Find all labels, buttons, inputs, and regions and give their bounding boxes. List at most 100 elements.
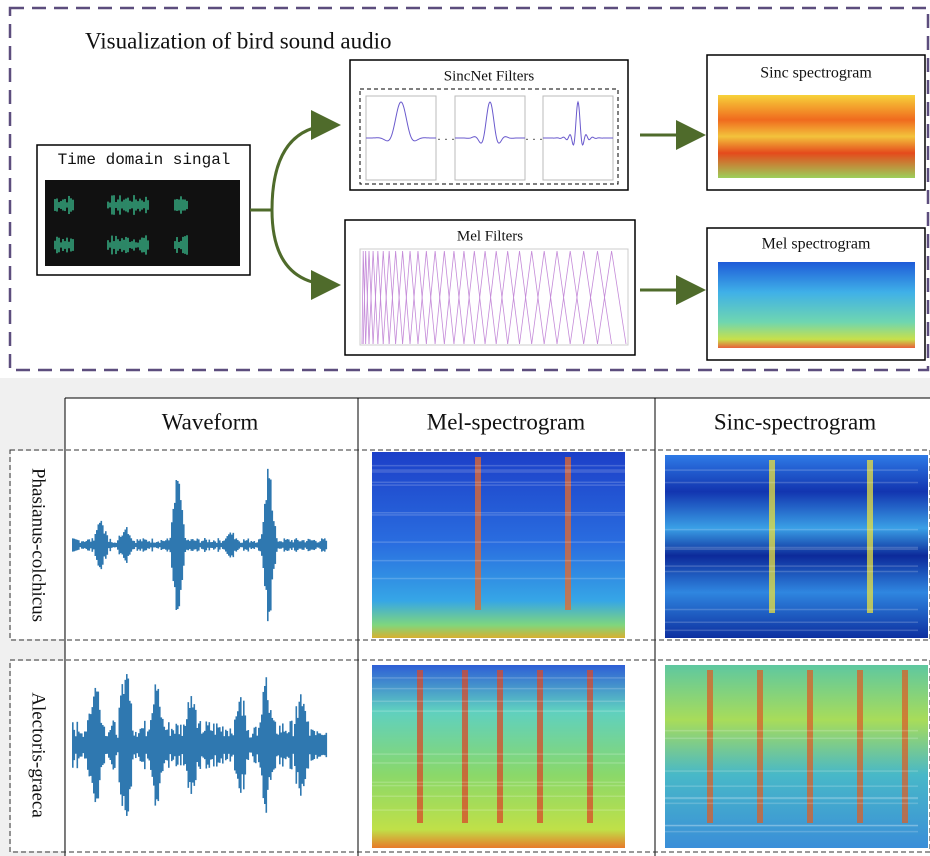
decoration <box>92 538 94 552</box>
decoration <box>372 560 625 562</box>
decoration <box>209 540 211 551</box>
decoration <box>185 538 187 552</box>
decoration <box>161 540 163 550</box>
decoration <box>290 721 292 769</box>
decoration <box>203 541 205 550</box>
column-header: Sinc-spectrogram <box>714 409 876 434</box>
decoration <box>74 539 76 552</box>
decoration <box>203 732 205 757</box>
decoration <box>200 543 202 548</box>
decoration <box>315 735 317 755</box>
decoration <box>372 578 625 580</box>
decoration <box>665 825 918 827</box>
decoration <box>665 622 918 624</box>
decoration <box>105 736 107 754</box>
decoration <box>122 684 124 806</box>
decoration <box>102 725 104 765</box>
decoration <box>276 734 278 757</box>
decoration <box>228 736 230 754</box>
decoration <box>212 542 214 548</box>
decoration <box>285 731 287 759</box>
decoration <box>326 541 328 549</box>
decoration <box>372 514 625 516</box>
decoration <box>324 538 326 551</box>
decoration <box>372 484 625 486</box>
decoration <box>150 543 152 548</box>
decoration <box>168 540 170 549</box>
decoration <box>242 543 244 548</box>
decoration <box>665 630 918 632</box>
decoration <box>83 541 85 549</box>
decoration <box>291 721 293 770</box>
decoration <box>140 539 142 550</box>
decoration <box>144 539 146 550</box>
figure: Visualization of bird sound audio Time d… <box>0 0 930 856</box>
decoration <box>80 543 82 547</box>
decoration <box>309 539 311 550</box>
decoration: · · · <box>525 132 543 146</box>
decoration <box>290 542 292 549</box>
decoration <box>128 534 130 556</box>
decoration <box>114 722 116 768</box>
decoration <box>140 729 142 761</box>
decoration <box>95 688 97 802</box>
decoration <box>191 696 193 794</box>
decoration <box>267 469 269 621</box>
decoration <box>372 482 625 484</box>
decoration <box>141 541 143 548</box>
decoration <box>167 730 169 761</box>
decoration <box>665 529 918 531</box>
decoration <box>266 500 268 590</box>
decoration <box>159 707 161 784</box>
decoration <box>92 707 94 783</box>
decoration: · · · <box>437 132 455 146</box>
decoration <box>272 718 274 772</box>
decoration <box>89 714 91 777</box>
decoration <box>216 543 218 547</box>
decoration <box>248 538 250 551</box>
decoration <box>102 525 104 564</box>
decoration <box>665 547 918 549</box>
decoration <box>261 534 263 556</box>
decoration <box>131 703 133 786</box>
decoration <box>164 727 166 764</box>
decoration <box>324 735 326 755</box>
decoration <box>296 538 298 552</box>
decoration <box>171 729 173 761</box>
decoration <box>96 530 98 560</box>
decoration <box>195 541 197 549</box>
decoration <box>183 524 185 565</box>
decoration <box>126 527 128 563</box>
decoration <box>105 531 107 559</box>
decoration <box>665 565 918 567</box>
decoration <box>305 542 307 547</box>
decoration <box>173 509 175 581</box>
decoration <box>323 735 325 755</box>
decoration <box>104 727 106 764</box>
decoration <box>665 738 918 740</box>
decoration <box>314 731 316 759</box>
decoration <box>807 670 813 823</box>
decoration <box>218 538 220 552</box>
decoration <box>279 541 281 549</box>
sinc-output-label: Sinc spectrogram <box>760 65 872 82</box>
decoration <box>155 543 157 548</box>
mel-filter-label: Mel Filters <box>457 228 523 244</box>
decoration <box>297 718 299 772</box>
decoration <box>192 539 194 551</box>
decoration <box>249 542 251 547</box>
decoration <box>135 732 137 758</box>
decoration <box>213 724 215 767</box>
decoration <box>296 706 298 784</box>
decoration <box>218 727 220 762</box>
decoration <box>201 541 203 549</box>
decoration <box>462 670 468 823</box>
decoration <box>81 541 83 548</box>
decoration <box>198 723 200 766</box>
decoration <box>302 540 304 550</box>
decoration <box>273 521 275 569</box>
decoration <box>321 735 323 755</box>
decoration <box>293 542 295 547</box>
decoration <box>200 721 202 769</box>
decoration <box>123 694 125 796</box>
